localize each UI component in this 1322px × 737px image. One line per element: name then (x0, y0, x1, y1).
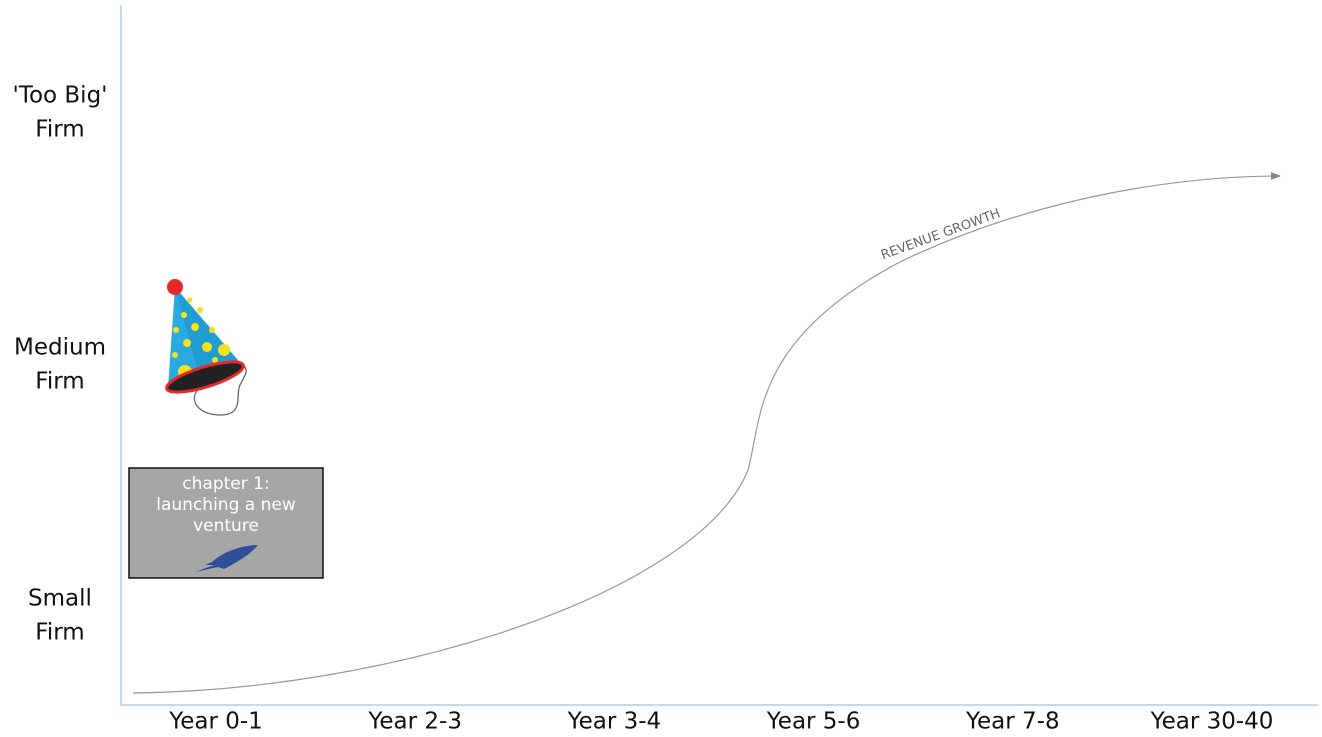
box-text: launching a new (156, 495, 296, 515)
x-label: Year 7-8 (965, 709, 1060, 735)
x-label: Year 2-3 (367, 709, 462, 735)
party-hat (165, 279, 247, 416)
x-label: Year 3-4 (567, 709, 662, 735)
box-text: chapter 1: (182, 474, 269, 494)
y-label: Medium (14, 335, 106, 361)
rocket-icon (195, 545, 258, 572)
y-label: Small (28, 586, 92, 612)
y-label: Firm (35, 620, 84, 646)
growth-curve (132, 172, 1281, 694)
curve-label: REVENUE GROWTH (879, 206, 1002, 263)
x-label: Year 5-6 (766, 709, 861, 735)
y-label: Firm (35, 369, 84, 395)
box-text: venture (193, 516, 259, 536)
y-label: Firm (35, 117, 84, 143)
x-label: Year 30-40 (1150, 709, 1274, 735)
y-label: 'Too Big' (12, 83, 107, 109)
x-label: Year 0-1 (168, 709, 263, 735)
